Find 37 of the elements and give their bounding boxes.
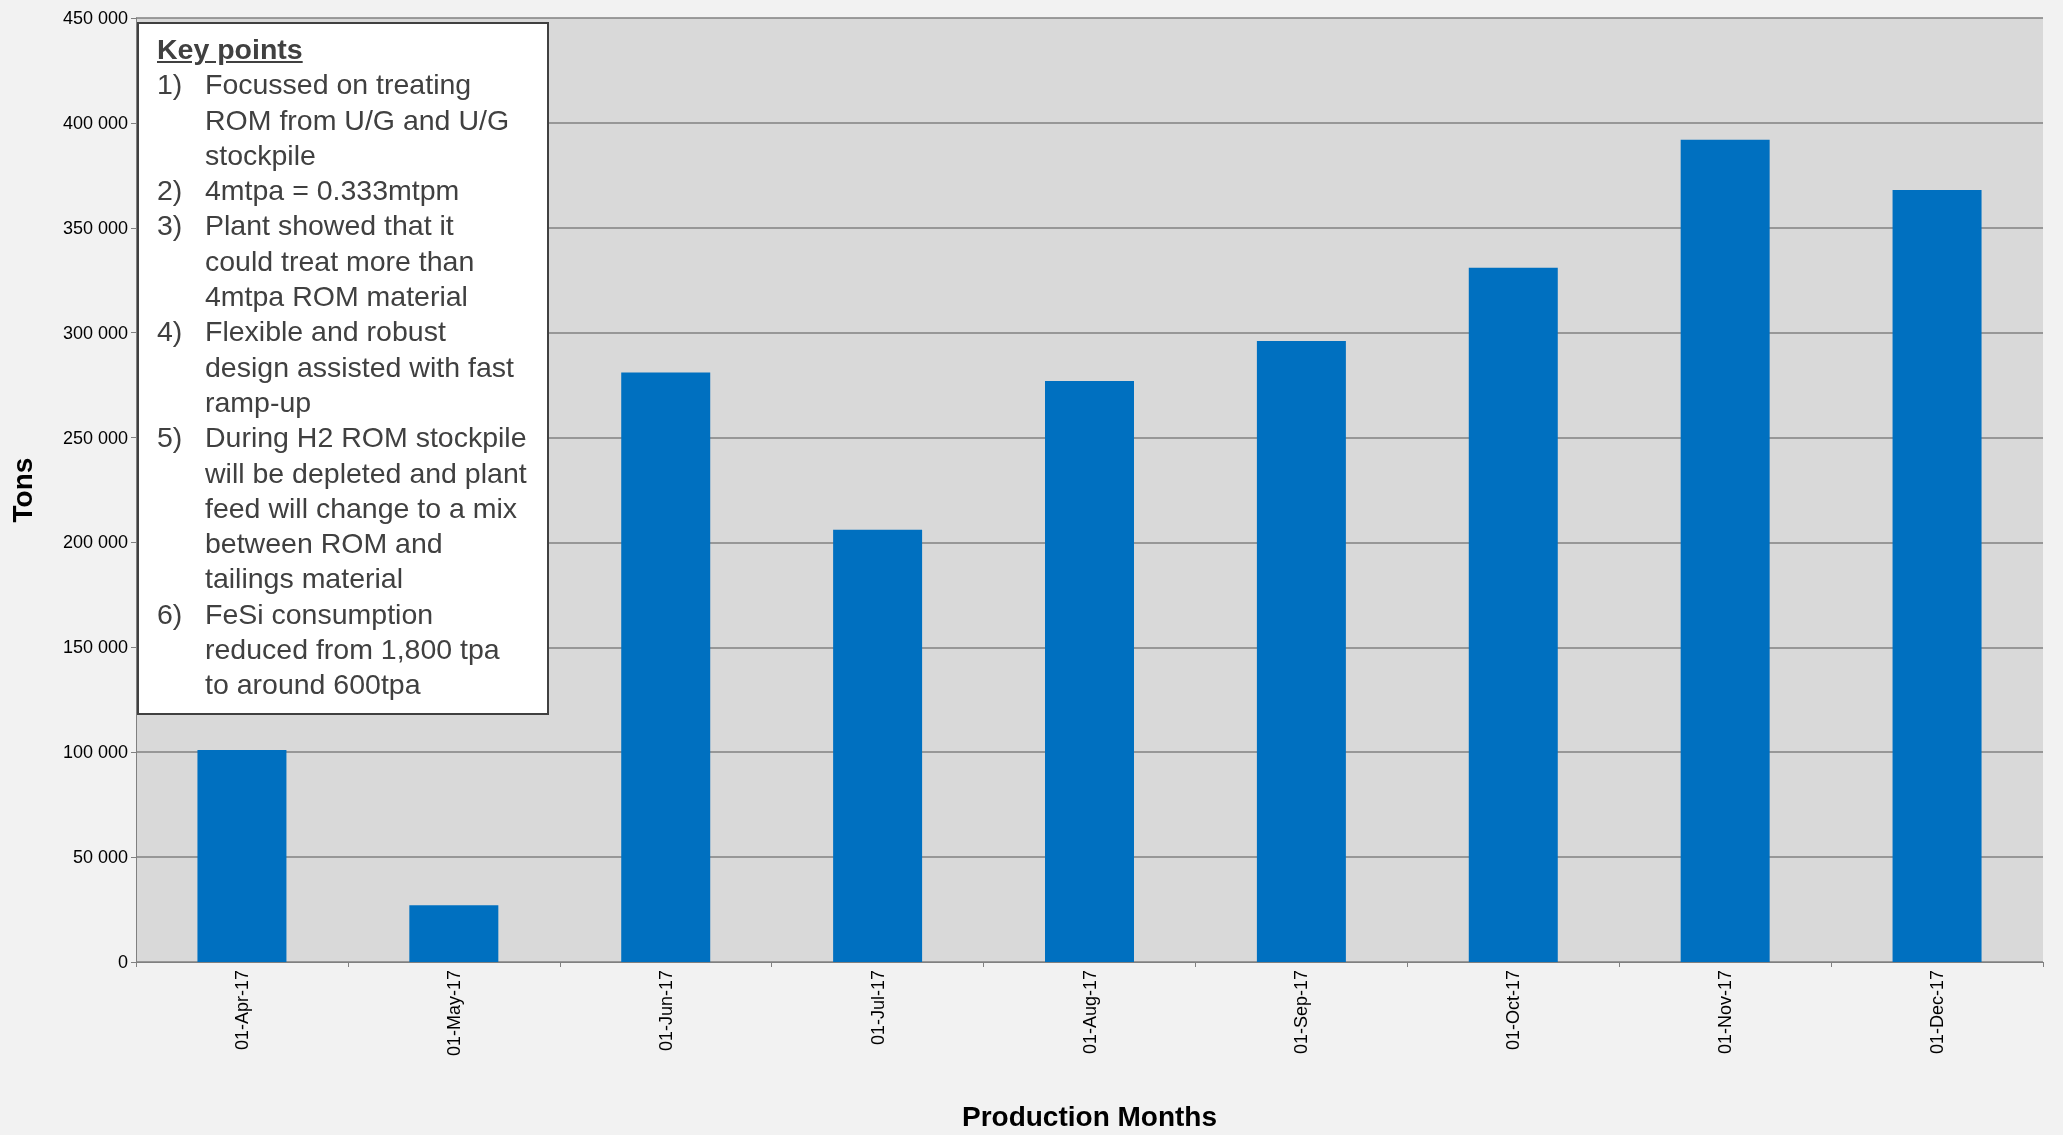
x-tick-label: 01-May-17 [443, 970, 464, 1057]
y-tick-label: 400 000 [62, 112, 128, 133]
bar [1468, 267, 1558, 962]
y-tick-label: 100 000 [62, 742, 128, 763]
y-tick-label: 50 000 [72, 847, 128, 868]
annotation: Key points [157, 32, 304, 67]
bar [409, 905, 499, 962]
annotation: 3) Plant showed that it could treat more than 4mtpa ROM material [157, 208, 476, 315]
annotation: 1) Focussed on treating ROM from U/G and U/G stockpile [157, 67, 511, 173]
y-axis-title: Tons [6, 457, 38, 523]
y-tick-label: 200 000 [62, 532, 128, 553]
x-tick-label: 01-Jul-17 [867, 970, 888, 1046]
x-axis-title: Production Months [961, 1100, 1218, 1132]
x-tick-label: 01-Sep-17 [1291, 970, 1312, 1055]
y-tick-label: 450 000 [62, 8, 128, 28]
y-tick-label: 300 000 [62, 322, 128, 343]
bar [197, 750, 287, 962]
annotation: 6) FeSi consumption reduced from 1,800 tpa to around 600tpa [157, 596, 501, 703]
bar [1256, 341, 1346, 962]
x-tick-label: 01-Nov-17 [1715, 970, 1736, 1055]
y-tick-label: 350 000 [62, 217, 128, 238]
y-tick-label: 250 000 [62, 427, 128, 448]
annotation: 4) Flexible and robust design assisted with fast ramp-up [157, 314, 515, 420]
y-tick-label: 150 000 [62, 637, 128, 658]
bar [1045, 380, 1134, 962]
x-tick-label: 01-Apr-17 [231, 970, 252, 1051]
x-tick-label: 01-Dec-17 [1927, 970, 1948, 1055]
bar [1892, 190, 1982, 962]
annotation: 5) During H2 ROM stockpile will be depleted and plant feed will change to a mix between ROM and tailings material [157, 420, 528, 597]
x-tick-label: 01-Aug-17 [1079, 970, 1100, 1055]
y-tick-label: 0 [117, 952, 128, 972]
x-tick-label: 01-Jun-17 [655, 970, 676, 1052]
bar [833, 529, 923, 962]
annotation: 2) 4mtpa = 0.333mtpm [157, 173, 460, 209]
bar [621, 372, 711, 962]
bar [1680, 139, 1770, 962]
x-tick-label: 01-Oct-17 [1503, 970, 1524, 1051]
